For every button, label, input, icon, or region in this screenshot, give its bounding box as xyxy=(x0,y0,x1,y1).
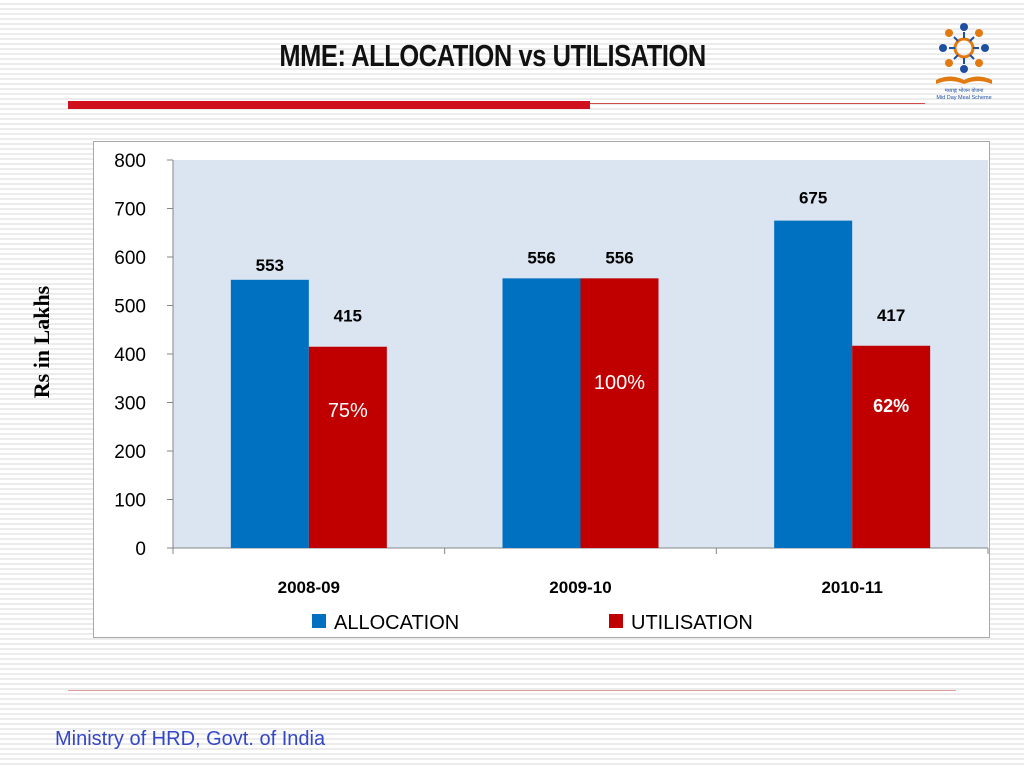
logo-caption-english: Mid Day Meal Scheme xyxy=(936,95,991,101)
title-underline-red xyxy=(68,101,590,109)
y-tick-label: 700 xyxy=(114,200,146,221)
logo-book-icon xyxy=(936,76,992,84)
data-label: 415 xyxy=(334,307,362,326)
percent-annotation: 75% xyxy=(328,400,368,422)
bar-utilisation-2008-09 xyxy=(308,346,387,548)
bar-utilisation-2010-11 xyxy=(852,345,931,548)
x-tick-label: 2010-11 xyxy=(821,578,882,597)
bar-allocation-2010-11 xyxy=(774,220,853,548)
logo-caption-hindi: मध्याह्न भोजन योजना xyxy=(945,87,984,94)
bar-allocation-2009-10 xyxy=(502,278,581,548)
y-tick-label: 0 xyxy=(135,539,146,560)
chart-area: 0 100 200 300 400 500 600 700 800 553 415 2008-09 75… xyxy=(93,141,990,638)
data-label: 675 xyxy=(799,189,827,208)
legend-swatch-utilisation xyxy=(609,614,623,628)
data-label: 553 xyxy=(256,256,284,275)
y-tick-label: 400 xyxy=(114,345,146,366)
y-tick-label: 300 xyxy=(114,394,146,415)
mid-day-meal-logo: मध्याह्न भोजन योजना Mid Day Meal Scheme xyxy=(928,18,1000,104)
y-tick-label: 200 xyxy=(114,442,146,463)
footer-divider xyxy=(68,690,956,691)
legend-label: ALLOCATION xyxy=(334,612,459,634)
x-tick-label: 2008-09 xyxy=(278,578,340,597)
data-label: 556 xyxy=(527,248,555,267)
legend-label: UTILISATION xyxy=(631,612,753,634)
y-tick-label: 500 xyxy=(114,297,146,318)
logo-figures-icon xyxy=(939,23,989,73)
data-label: 417 xyxy=(877,306,905,325)
bar-utilisation-2009-10 xyxy=(580,278,659,548)
footer-text: Ministry of HRD, Govt. of India xyxy=(55,728,326,750)
data-label: 556 xyxy=(605,248,633,267)
title-underline-thin xyxy=(590,103,925,104)
slide-title: MME: ALLOCATION vs UTILISATION xyxy=(279,38,706,73)
y-tick-label: 600 xyxy=(114,248,146,269)
y-axis-title: Rs in Lakhs xyxy=(29,285,54,399)
bar-allocation-2008-09 xyxy=(230,279,309,548)
percent-annotation: 62% xyxy=(873,396,909,416)
legend-swatch-allocation xyxy=(312,614,326,628)
y-tick-label: 100 xyxy=(114,491,146,512)
percent-annotation: 100% xyxy=(594,372,645,394)
bar-chart: 0 100 200 300 400 500 600 700 800 553 415 2008-09 75… xyxy=(114,151,989,634)
y-tick-label: 800 xyxy=(114,151,146,172)
x-tick-label: 2009-10 xyxy=(549,578,611,597)
